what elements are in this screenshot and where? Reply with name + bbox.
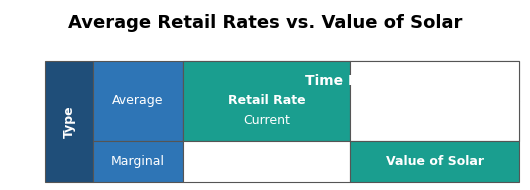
Text: Average: Average (112, 94, 164, 107)
Text: Marginal: Marginal (111, 155, 165, 168)
Bar (350, 141, 519, 182)
Bar (350, 101, 519, 141)
Bar (45, 61, 93, 182)
Text: Time Frame: Time Frame (305, 74, 397, 88)
Text: Average Retail Rates vs. Value of Solar: Average Retail Rates vs. Value of Solar (68, 14, 462, 32)
Bar (183, 141, 350, 182)
Bar (93, 61, 183, 141)
Bar (183, 101, 350, 141)
Text: Current: Current (243, 114, 290, 127)
Text: Value of Solar: Value of Solar (386, 155, 483, 168)
Bar (350, 61, 519, 141)
Bar (183, 61, 519, 101)
Text: Type: Type (63, 105, 75, 138)
Text: Long-Term: Long-Term (403, 114, 466, 127)
Bar (93, 141, 183, 182)
Bar (183, 61, 350, 141)
Text: Retail Rate: Retail Rate (227, 94, 305, 107)
